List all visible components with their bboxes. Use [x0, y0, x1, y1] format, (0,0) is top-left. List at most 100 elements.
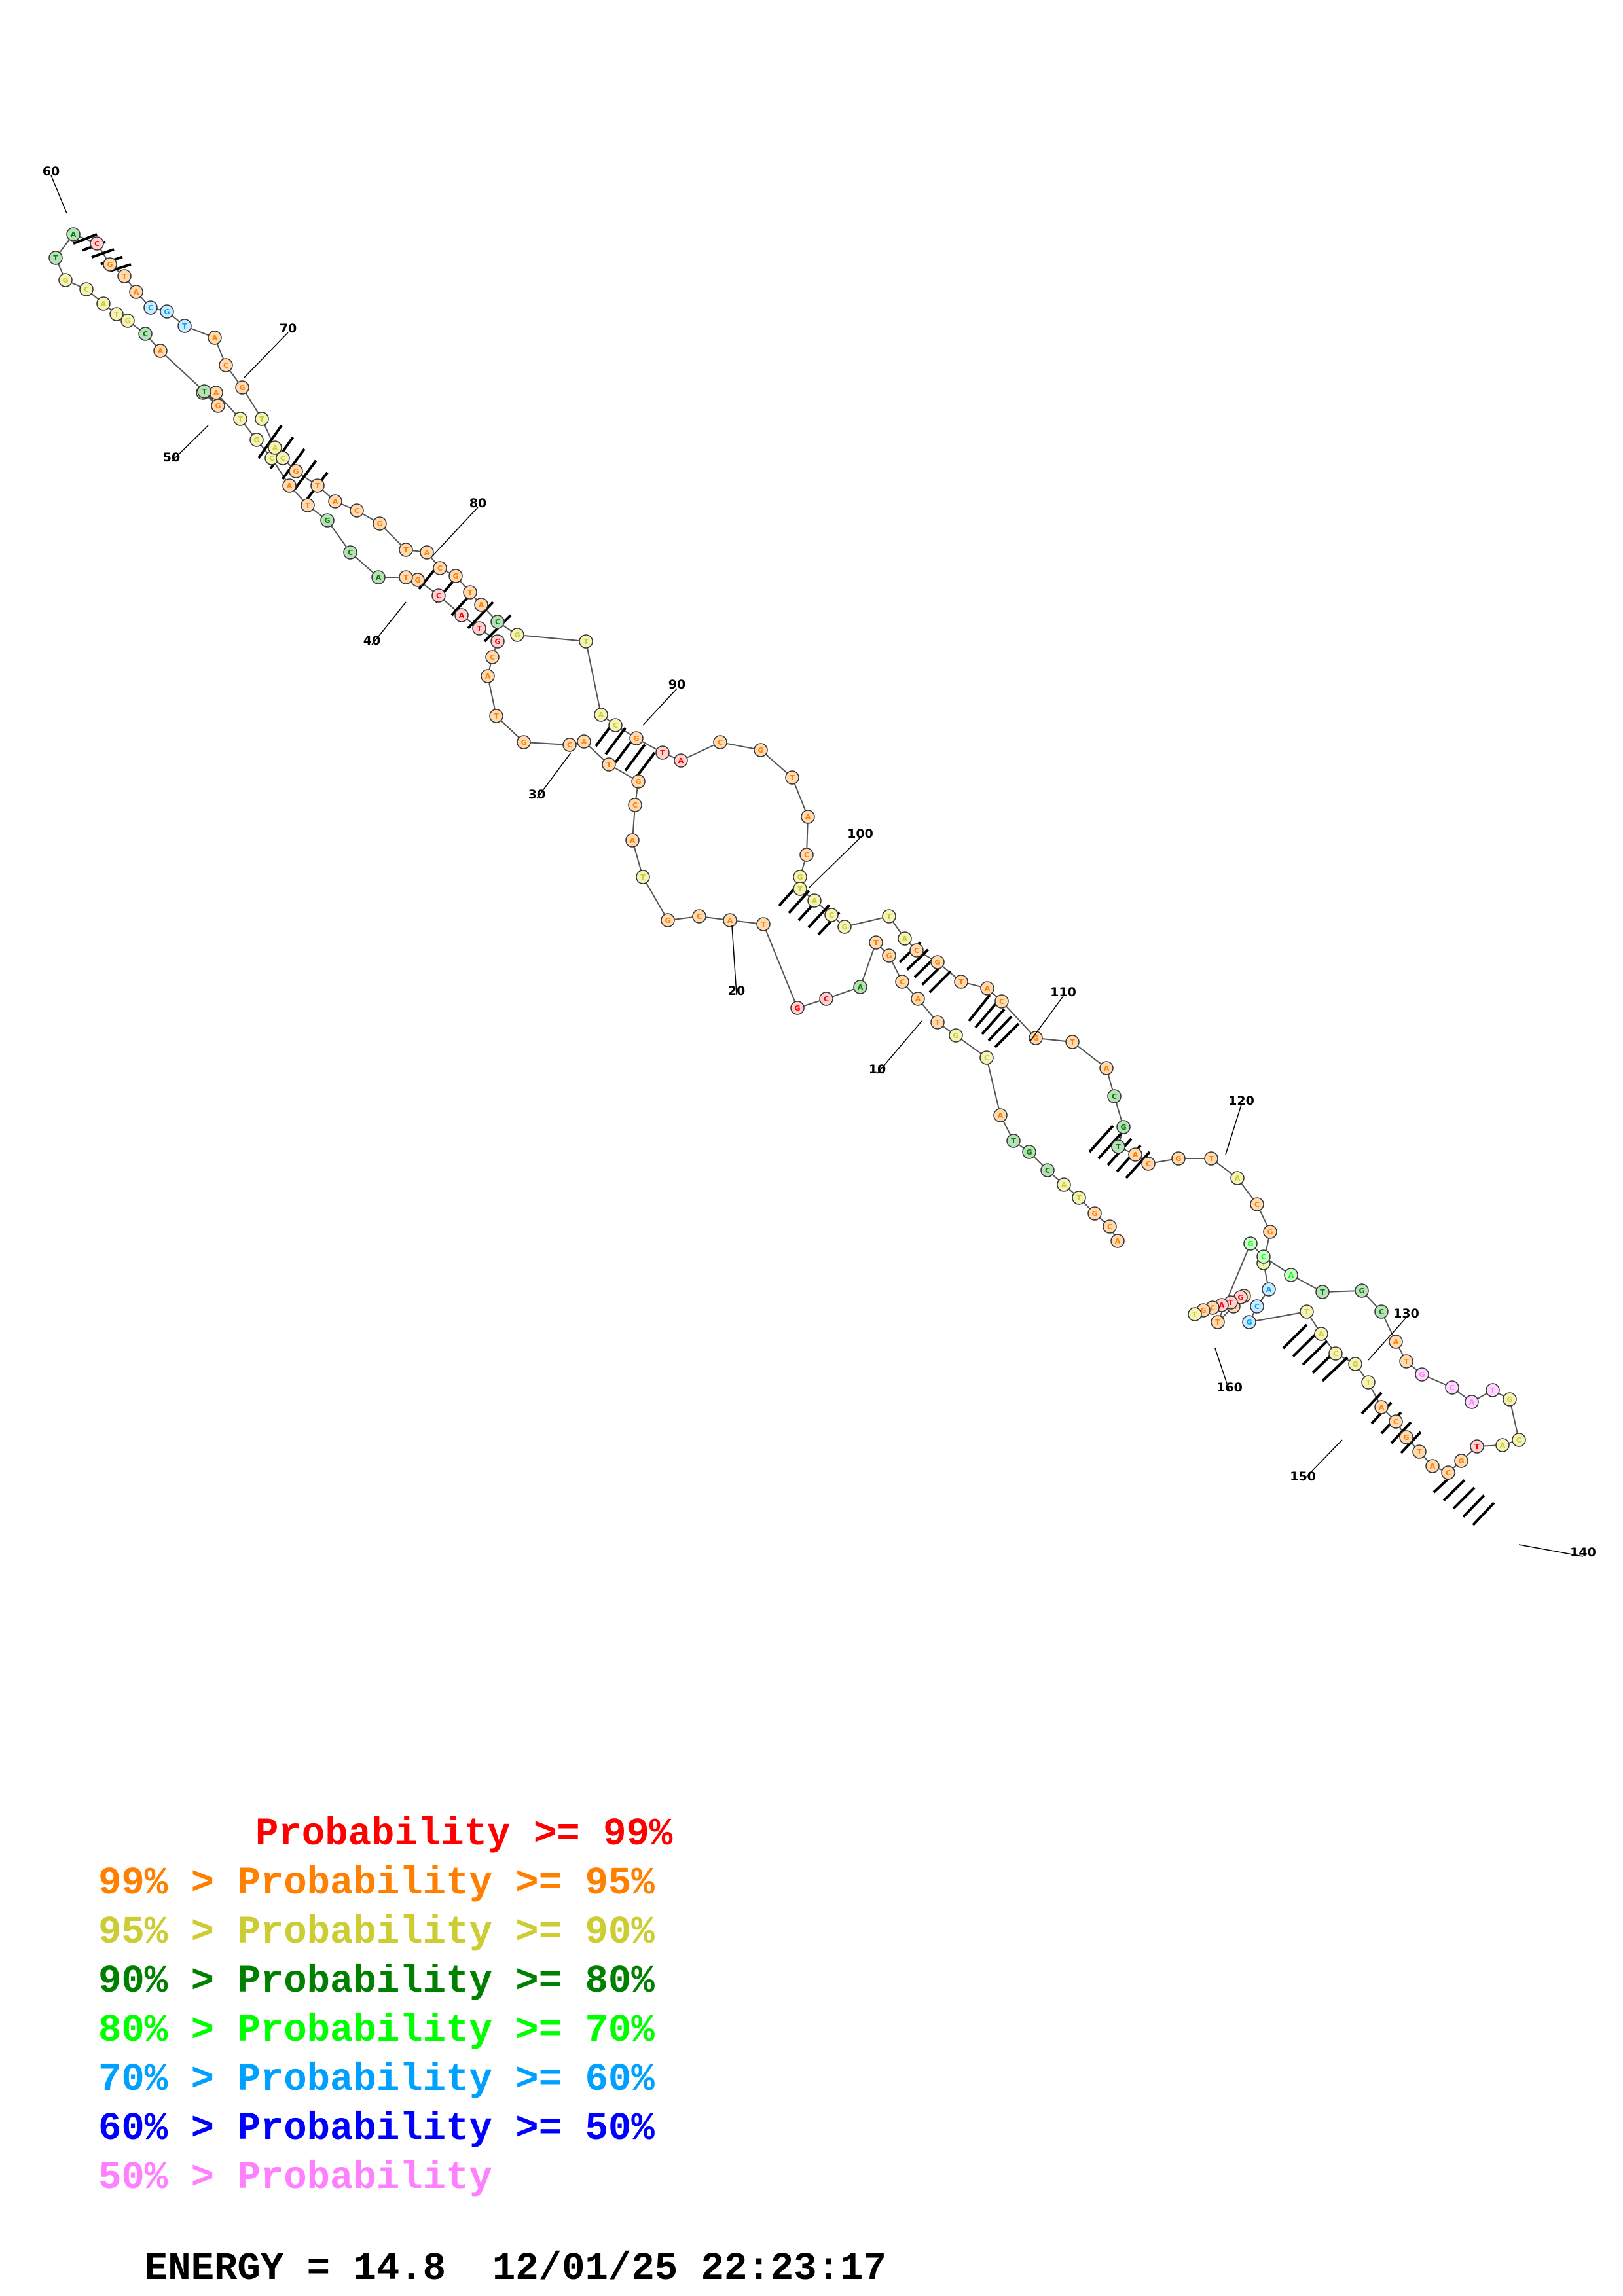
nucleotide-circle [153, 344, 168, 358]
nucleotide-letter: G [1419, 1371, 1425, 1379]
nucleotide: A [66, 227, 81, 242]
nucleotide-letter: A [858, 983, 864, 992]
nucleotide-circle [1029, 1031, 1043, 1045]
base-pair-line [1292, 1332, 1318, 1357]
nucleotide: G [629, 731, 644, 745]
nucleotide-circle [1087, 1206, 1102, 1221]
nucleotide: T [954, 975, 968, 989]
nucleotide-letter: A [212, 334, 218, 342]
nucleotide: G [631, 774, 646, 789]
nucleotide-letter: C [354, 507, 359, 515]
position-label: 110 [1050, 985, 1076, 999]
position-label-line [171, 425, 209, 462]
nucleotide-circle [790, 1001, 805, 1015]
nucleotide-letter: A [727, 916, 733, 925]
nucleotide-circle [58, 273, 73, 287]
nucleotide: A [898, 931, 912, 946]
nucleotide-circle [474, 598, 488, 612]
nucleotide-letter: T [238, 415, 243, 423]
nucleotide-letter: A [101, 300, 107, 308]
nucleotide-letter: A [272, 444, 278, 452]
base-pair-line [73, 233, 98, 245]
nucleotide-letter: A [1219, 1301, 1225, 1310]
base-pair-line [788, 889, 810, 914]
nucleotide: C [994, 994, 1009, 1009]
nucleotide-letter: T [1070, 1038, 1075, 1047]
nucleotide-letter: A [998, 1111, 1004, 1120]
nucleotide-circle [268, 440, 282, 455]
base-pair-line [928, 970, 952, 994]
nucleotide-letter: T [1215, 1318, 1220, 1327]
nucleotide-circle [1315, 1285, 1330, 1299]
nucleotide-letter: A [1133, 1151, 1139, 1159]
nucleotide-circle [1107, 1089, 1122, 1103]
base-pair-line [281, 448, 306, 480]
nucleotide-circle [276, 451, 290, 465]
nucleotide-circle [1512, 1433, 1526, 1447]
legend-entry: Probability >= 99% [255, 1815, 672, 1854]
nucleotide-letter: A [424, 548, 430, 557]
nucleotide-circle [197, 384, 211, 399]
nucleotide-circle [819, 992, 833, 1006]
nucleotide-circle [490, 615, 505, 629]
nucleotide-circle [208, 331, 222, 345]
nucleotide-circle [233, 412, 247, 426]
nucleotide-circle [211, 399, 225, 413]
nucleotide-circle [1262, 1282, 1276, 1297]
nucleotide: A [1314, 1327, 1328, 1341]
nucleotide-circle [674, 753, 688, 768]
nucleotide: C [79, 282, 94, 296]
nucleotide-circle [1314, 1327, 1328, 1341]
nucleotide: C [979, 1050, 994, 1065]
nucleotide-circle [1057, 1177, 1071, 1192]
nucleotide-letter: A [1500, 1441, 1506, 1450]
nucleotide: G [1087, 1206, 1102, 1221]
nucleotide: T [399, 543, 413, 557]
nucleotide-letter: G [324, 516, 330, 525]
legend-label: Probability >= 70% [237, 2009, 655, 2053]
nucleotide-circle [350, 503, 364, 518]
base-pair-line [1452, 1486, 1476, 1510]
nucleotide: A [1230, 1171, 1245, 1185]
nucleotide-letter: T [403, 546, 409, 554]
nucleotide-letter: A [158, 347, 164, 355]
nucleotide-letter: G [1247, 1240, 1253, 1248]
nucleotide-circle [96, 296, 111, 311]
position-label-line [731, 925, 737, 996]
nucleotide: A [1425, 1459, 1440, 1473]
nucleotide: G [793, 870, 807, 884]
nucleotide-circle [869, 935, 883, 950]
nucleotide: C [1250, 1299, 1264, 1314]
nucleotide-letter: T [259, 415, 264, 423]
nucleotide-letter: C [697, 912, 702, 921]
nucleotide: G [1399, 1430, 1413, 1444]
nucleotide-letter: C [1210, 1304, 1215, 1312]
nucleotide-letter: C [437, 564, 443, 573]
nucleotide-letter: T [202, 387, 207, 396]
legend-entry: 95% > Probability >= 90% [98, 1913, 655, 1952]
nucleotide: C [343, 545, 357, 560]
nucleotide: A [674, 753, 688, 768]
nucleotide-letter: C [1112, 1092, 1117, 1101]
nucleotide-letter: T [1011, 1137, 1016, 1145]
nucleotide-circle [655, 745, 670, 760]
nucleotide-circle [510, 628, 524, 642]
base-pair-line [1321, 1356, 1349, 1382]
nucleotide-letter: T [761, 920, 766, 929]
nucleotide-circle [177, 319, 192, 333]
nucleotide-letter: G [797, 873, 803, 882]
nucleotide-circle [1454, 1454, 1468, 1468]
nucleotide: A [1057, 1177, 1071, 1192]
nucleotide-letter: G [1237, 1293, 1243, 1302]
nucleotide-circle [1111, 1139, 1125, 1154]
nucleotide-circle [895, 975, 909, 989]
position-label: 40 [363, 634, 380, 648]
nucleotide-circle [1171, 1151, 1186, 1166]
nucleotide-circle [103, 257, 117, 272]
nucleotide-letter: A [1115, 1237, 1121, 1246]
nucleotide: A [153, 344, 168, 358]
nucleotide-circle [898, 931, 912, 946]
nucleotide-circle [1250, 1197, 1264, 1211]
nucleotide-letter: G [633, 734, 639, 743]
nucleotide-letter: T [886, 912, 892, 921]
